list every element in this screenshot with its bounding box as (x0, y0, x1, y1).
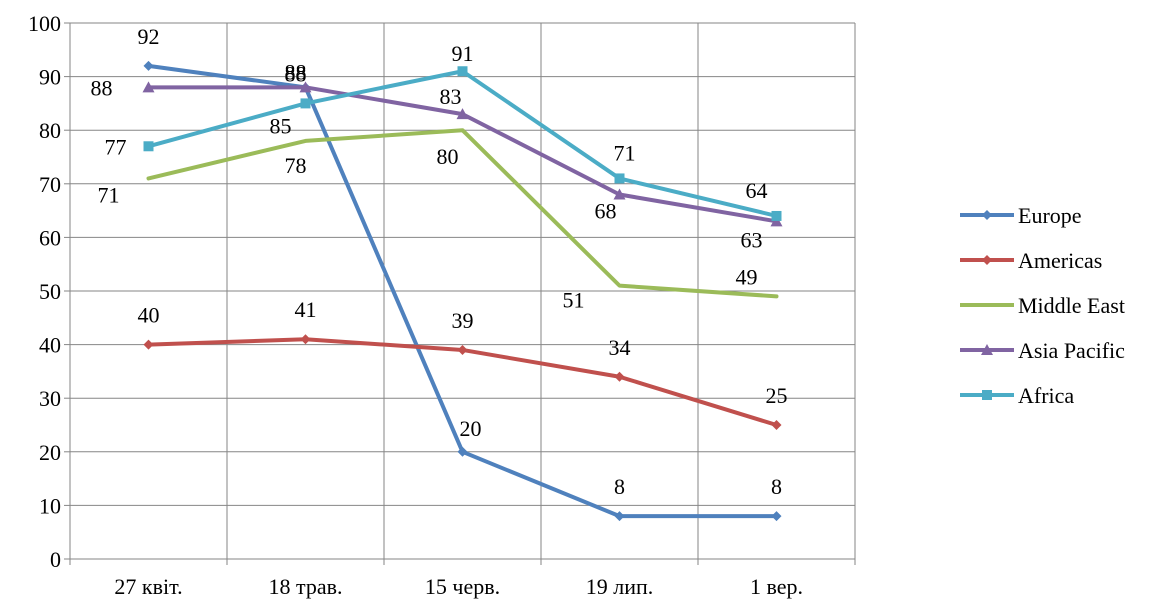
data-label-europe: 20 (460, 416, 482, 441)
data-label-americas: 25 (766, 383, 788, 408)
data-label-asia-pacific: 83 (440, 84, 462, 109)
data-label-americas: 34 (609, 335, 631, 360)
data-label-europe: 8 (614, 474, 625, 499)
y-tick-label: 70 (39, 172, 61, 197)
data-label-africa: 77 (105, 134, 127, 159)
marker-africa (143, 141, 154, 152)
legend: Europe Americas Middle East Asia Pacific Afr… (960, 203, 1125, 408)
marker-africa (457, 66, 468, 77)
marker-americas (143, 339, 154, 350)
data-label-americas: 41 (295, 297, 317, 322)
legend-item-middle-east: Middle East (960, 293, 1125, 318)
legend-label-europe: Europe (1018, 203, 1082, 228)
marker-europe (457, 446, 468, 457)
data-label-middle-east: 71 (98, 182, 120, 207)
legend-item-europe: Europe (960, 203, 1082, 228)
axes (64, 22, 856, 565)
y-tick-label: 20 (39, 440, 61, 465)
y-tick-label: 60 (39, 225, 61, 250)
data-label-europe: 8 (771, 474, 782, 499)
legend-label-middle-east: Middle East (1018, 293, 1125, 318)
data-label-europe: 88 (285, 61, 307, 86)
series-line-africa (146, 69, 779, 218)
legend-item-asia-pacific: Asia Pacific (960, 338, 1125, 363)
y-tick-label: 50 (39, 279, 61, 304)
data-label-asia-pacific: 88 (285, 59, 307, 84)
marker-europe (143, 60, 154, 71)
marker-europe (771, 511, 782, 522)
x-tick-label: 15 черв. (425, 574, 500, 599)
x-tick-label: 27 квіт. (114, 574, 182, 599)
x-tick-label: 19 лип. (586, 574, 654, 599)
grid (69, 22, 856, 559)
marker-americas (614, 371, 625, 382)
legend-marker-asia-pacific (981, 344, 993, 355)
marker-africa (771, 210, 782, 221)
data-label-middle-east: 51 (563, 288, 585, 313)
data-label-asia-pacific: 88 (91, 75, 113, 100)
series-lines (142, 60, 783, 522)
marker-americas (457, 344, 468, 355)
data-label-africa: 91 (452, 41, 474, 66)
legend-marker-americas (982, 255, 992, 265)
data-label-middle-east: 80 (437, 144, 459, 169)
data-label-africa: 64 (746, 178, 768, 203)
marker-asia-pacific (142, 81, 155, 93)
legend-marker-africa (982, 390, 992, 400)
y-tick-label: 0 (50, 547, 61, 572)
marker-americas (300, 334, 311, 345)
legend-label-asia-pacific: Asia Pacific (1018, 338, 1125, 363)
data-label-middle-east: 49 (736, 264, 758, 289)
data-label-americas: 40 (138, 303, 160, 328)
x-tick-labels: 27 квіт. 18 трав. 15 черв. 19 лип. 1 вер. (114, 574, 803, 599)
marker-asia-pacific (613, 188, 626, 200)
data-label-europe: 92 (138, 24, 160, 49)
marker-africa (614, 173, 625, 184)
data-label-africa: 85 (270, 113, 292, 138)
marker-europe (614, 511, 625, 522)
legend-item-africa: Africa (960, 383, 1074, 408)
legend-marker-europe (982, 210, 992, 220)
legend-label-africa: Africa (1018, 383, 1074, 408)
y-tick-label: 30 (39, 386, 61, 411)
data-label-asia-pacific: 63 (741, 227, 763, 252)
y-tick-label: 90 (39, 65, 61, 90)
marker-asia-pacific (299, 81, 312, 93)
data-label-middle-east: 78 (285, 153, 307, 178)
y-tick-label: 80 (39, 118, 61, 143)
y-tick-labels: 0 10 20 30 40 50 60 70 80 90 100 (28, 11, 61, 572)
x-tick-label: 1 вер. (750, 574, 803, 599)
marker-asia-pacific (456, 108, 469, 120)
series-line-middle-east (146, 128, 779, 299)
y-tick-label: 100 (28, 11, 61, 36)
data-label-asia-pacific: 68 (595, 199, 617, 224)
marker-americas (771, 420, 782, 430)
legend-item-americas: Americas (960, 248, 1102, 273)
legend-label-americas: Americas (1018, 248, 1102, 273)
x-tick-label: 18 трав. (268, 574, 342, 599)
data-label-americas: 39 (452, 308, 474, 333)
y-tick-label: 10 (39, 493, 61, 518)
marker-africa (300, 98, 311, 109)
y-tick-label: 40 (39, 333, 61, 358)
data-label-africa: 71 (614, 140, 636, 165)
